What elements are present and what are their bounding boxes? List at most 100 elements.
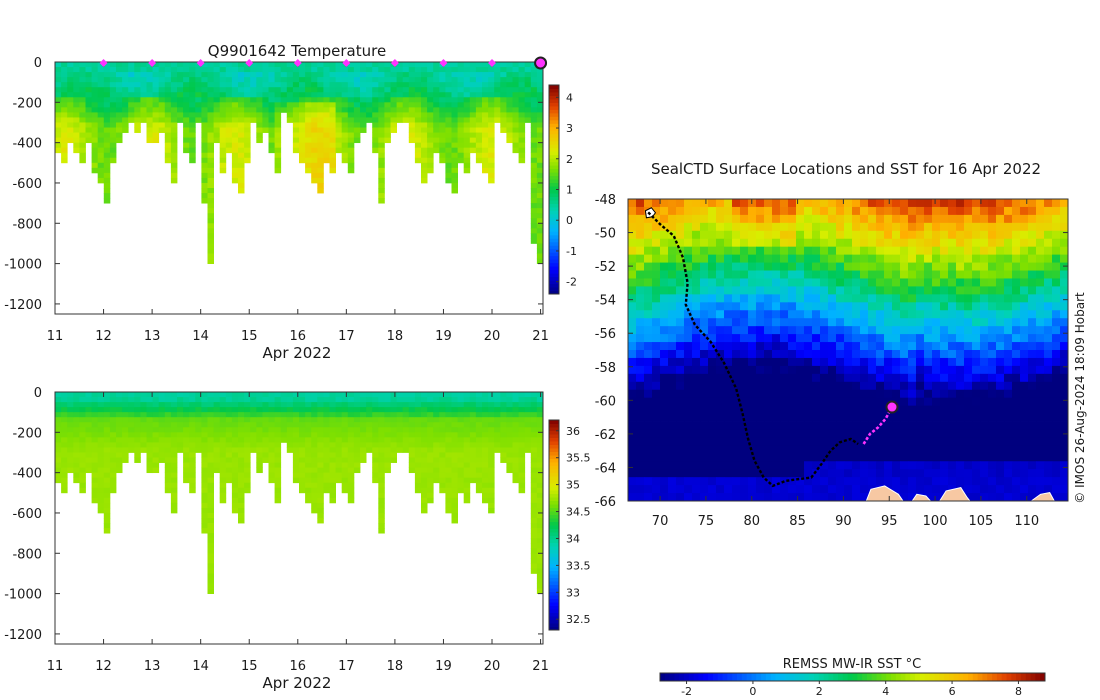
sst-cell — [772, 262, 781, 271]
profile-cell — [445, 117, 452, 123]
sst-cell — [812, 278, 821, 287]
profile-cell — [164, 127, 172, 133]
profile-cell — [97, 392, 105, 398]
sst-cell — [1020, 262, 1029, 271]
profile-cell — [183, 392, 190, 398]
profile-cell — [384, 397, 391, 403]
profile-cell — [244, 117, 251, 123]
profile-cell — [201, 472, 208, 479]
sst-cell — [812, 199, 821, 208]
sst-cell — [892, 310, 901, 319]
profile-cell — [183, 102, 190, 108]
profile-cell — [201, 157, 208, 164]
profile-cell — [536, 397, 544, 403]
sst-cell — [796, 214, 805, 224]
profile-cell — [414, 72, 422, 78]
sst-cell — [676, 350, 685, 359]
sst-cell — [868, 334, 877, 343]
sst-cell — [804, 238, 813, 248]
profile-cell — [488, 177, 495, 184]
profile-cell — [347, 462, 355, 468]
sst-cell — [700, 429, 709, 438]
profile-cell — [494, 427, 501, 433]
profile-cell — [305, 87, 312, 93]
profile-cell — [201, 427, 208, 433]
sst-cell — [740, 230, 749, 240]
profile-cell — [140, 417, 147, 423]
profile-cell — [475, 97, 483, 103]
profile-cell — [366, 412, 373, 418]
profile-cell — [292, 452, 300, 458]
profile-cell — [311, 482, 318, 489]
colorbar-segment — [549, 528, 559, 533]
profile-cell — [79, 152, 86, 159]
profile-cell — [183, 97, 190, 103]
colorbar-tick-label: 33 — [566, 586, 580, 599]
profile-cell — [109, 147, 117, 154]
profile-cell — [67, 447, 74, 453]
profile-cell — [183, 447, 190, 453]
profile-cell — [299, 97, 306, 103]
profile-cell — [55, 132, 62, 138]
profile-cell — [85, 407, 92, 413]
profile-cell — [445, 62, 452, 68]
profile-cell — [482, 427, 489, 433]
sst-cell — [868, 238, 877, 248]
profile-cell — [73, 472, 80, 479]
profile-cell — [463, 122, 471, 128]
profile-cell — [299, 82, 306, 88]
profile-cell — [305, 107, 312, 113]
profile-cell — [170, 392, 178, 398]
sst-cell — [852, 405, 861, 414]
sst-cell — [972, 262, 981, 271]
sst-cell — [852, 342, 861, 351]
sst-cell — [748, 357, 757, 367]
profile-cell — [530, 137, 538, 144]
profile-cell — [183, 477, 190, 484]
profile-cell — [128, 92, 135, 98]
profile-cell — [408, 87, 416, 93]
profile-cell — [195, 427, 202, 433]
sst-cell — [900, 270, 909, 279]
sst-cell — [980, 357, 989, 367]
sst-cell — [636, 238, 645, 248]
profile-cell — [329, 117, 336, 123]
profile-cell — [268, 97, 275, 103]
profile-cell — [103, 193, 111, 199]
sst-cell — [1004, 350, 1013, 359]
sst-cell — [796, 254, 805, 263]
profile-cell — [164, 412, 172, 418]
profile-cell — [506, 112, 513, 118]
profile-cell — [79, 487, 86, 494]
profile-cell — [384, 392, 391, 398]
sst-cell — [1060, 294, 1069, 303]
profile-cell — [225, 92, 233, 98]
sst-cell — [764, 246, 773, 256]
profile-cell — [256, 457, 263, 463]
profile-cell — [421, 167, 428, 174]
profile-cell — [353, 397, 361, 403]
profile-cell — [445, 432, 452, 438]
profile-cell — [463, 397, 471, 403]
sst-cell — [988, 254, 997, 263]
profile-cell — [262, 407, 269, 413]
profile-cell — [536, 223, 544, 229]
profile-cell — [451, 117, 458, 123]
profile-cell — [79, 427, 86, 433]
profile-cell — [238, 487, 245, 494]
profile-cell — [390, 122, 397, 128]
sst-cell — [820, 365, 829, 375]
profile-cell — [335, 457, 343, 463]
sst-cell — [668, 262, 677, 271]
profile-cell — [73, 122, 80, 128]
profile-cell — [146, 87, 153, 93]
sst-cell — [996, 342, 1005, 351]
profile-cell — [329, 447, 336, 453]
profile-cell — [55, 407, 62, 413]
profile-cell — [311, 147, 318, 154]
sst-cell — [972, 310, 981, 319]
profile-cell — [402, 67, 410, 73]
profile-cell — [530, 462, 538, 468]
profile-cell — [250, 402, 257, 408]
sst-cell — [628, 405, 637, 414]
